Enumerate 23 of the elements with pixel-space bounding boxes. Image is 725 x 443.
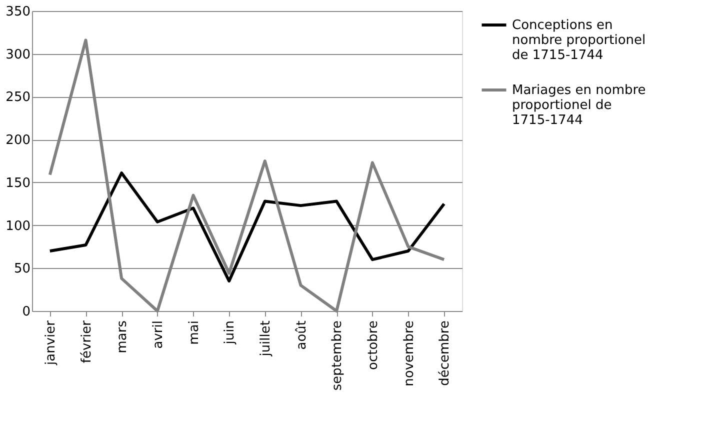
- y-tick-label: 50: [14, 262, 30, 277]
- x-tick-label: octobre: [366, 320, 381, 370]
- y-tick-label: 300: [6, 47, 30, 62]
- x-tick-label: avril: [150, 320, 166, 349]
- x-tick-label: mars: [115, 320, 130, 354]
- line-series: [48, 172, 446, 282]
- y-tick-label: 100: [6, 218, 30, 234]
- x-tick-label: septembre: [330, 320, 346, 391]
- x-tick-label: février: [79, 320, 94, 364]
- x-tick-label: mai: [186, 320, 202, 345]
- x-tick-label: décembre: [438, 320, 453, 386]
- legend-label: Conceptions en nombre proportionel de 1715-1744: [512, 18, 646, 63]
- y-tick-label: 250: [6, 90, 30, 106]
- y-tick-label: 350: [6, 4, 30, 20]
- x-tick-label: août: [294, 320, 310, 350]
- x-tick-label: juillet: [258, 320, 274, 358]
- y-tick-label: 0: [22, 304, 30, 320]
- legend-label: Mariages en nombre proportionel de 1715-1744: [512, 83, 646, 128]
- y-tick-label: 200: [6, 133, 30, 148]
- x-tick-label: juin: [222, 320, 238, 346]
- x-tick-label: janvier: [43, 320, 58, 366]
- y-tick-label: 150: [6, 176, 30, 191]
- x-tick-label: novembre: [402, 320, 417, 386]
